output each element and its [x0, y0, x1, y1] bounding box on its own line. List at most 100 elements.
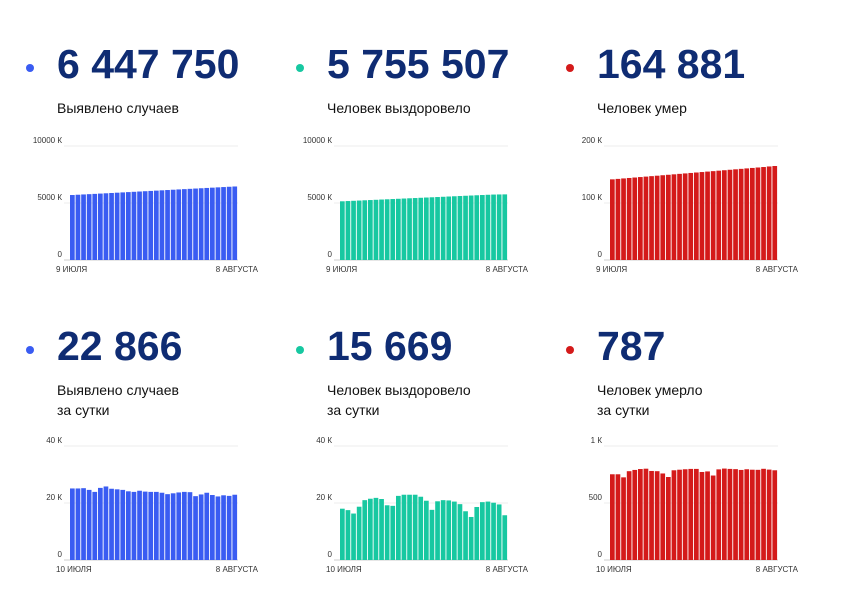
bar	[373, 199, 379, 260]
x-start-label: 10 ИЮЛЯ	[596, 565, 632, 574]
stat-panel-total-deaths: 164 881 Человек умер 0 100 К 200 К 9 ИЮЛЯ 8 АВ…	[540, 40, 810, 330]
stat-label-line: за сутки	[57, 402, 110, 418]
y-tick-label: 40 К	[316, 436, 332, 445]
bar	[761, 468, 766, 560]
bar	[502, 515, 508, 560]
bar	[468, 516, 474, 560]
bar	[654, 471, 660, 560]
bar	[716, 170, 722, 260]
bar	[187, 492, 193, 560]
bar	[772, 470, 778, 560]
bar	[716, 469, 722, 560]
bar	[643, 176, 649, 260]
bar	[440, 196, 446, 260]
bar	[491, 194, 496, 260]
bar	[446, 196, 452, 260]
stat-label-line: Человек выздоровело	[327, 100, 471, 116]
bar	[137, 490, 142, 560]
bar-chart: 0 5000 К 10000 К 9 ИЮЛЯ 8 АВГУСТА	[303, 136, 529, 274]
stat-label: Человек выздоровело	[327, 98, 471, 118]
bar	[755, 167, 761, 260]
bar	[480, 502, 485, 560]
bar	[390, 505, 396, 560]
bar	[463, 511, 468, 560]
bar-chart: 0 500 1 К 10 ИЮЛЯ 8 АВГУСТА	[589, 436, 799, 574]
bar	[131, 491, 137, 560]
bar	[671, 174, 677, 260]
bar	[626, 471, 632, 560]
bar	[722, 468, 727, 560]
y-tick-label: 10000 К	[33, 136, 62, 145]
bar	[424, 197, 429, 260]
bar	[182, 491, 187, 560]
bar	[699, 471, 705, 560]
stat-panel-total-cases: 6 447 750 Выявлено случаев 0 5000 К 10000 К 9…	[0, 40, 270, 330]
bar	[688, 172, 694, 260]
bar	[705, 471, 710, 560]
x-end-label: 8 АВГУСТА	[756, 265, 799, 274]
bar	[351, 200, 356, 260]
bar	[75, 194, 81, 260]
bar	[424, 500, 429, 560]
bar	[638, 177, 643, 260]
bar	[615, 178, 621, 260]
bar	[496, 194, 502, 260]
stat-label-line: Человек умерло	[597, 382, 703, 398]
y-tick-label: 1 К	[591, 436, 603, 445]
bar	[491, 502, 496, 560]
bar	[766, 469, 772, 560]
bar	[154, 190, 159, 260]
bar	[412, 494, 418, 560]
y-tick-label: 0	[58, 250, 63, 259]
bar	[401, 198, 407, 260]
y-tick-label: 0	[328, 550, 333, 559]
y-tick-label: 0	[598, 550, 603, 559]
bar	[373, 497, 379, 560]
y-tick-label: 100 К	[582, 193, 603, 202]
bar	[660, 175, 666, 260]
bar	[159, 190, 165, 260]
bar	[226, 495, 232, 561]
y-tick-label: 5000 К	[37, 193, 62, 202]
bar	[120, 489, 126, 560]
bar	[103, 193, 109, 260]
bar	[457, 196, 463, 260]
stat-label-line: Выявлено случаев	[57, 382, 179, 398]
bar	[682, 469, 688, 560]
bar	[485, 194, 491, 260]
bar	[733, 169, 738, 260]
bar	[92, 193, 98, 260]
bar	[176, 492, 182, 560]
bar	[170, 493, 176, 560]
bar	[446, 500, 452, 560]
bar	[368, 200, 373, 260]
bar	[626, 177, 632, 260]
bar	[182, 189, 187, 260]
bar	[755, 469, 761, 560]
bar	[705, 171, 710, 260]
bar	[452, 196, 457, 260]
stat-value: 164 881	[597, 41, 746, 87]
bar	[221, 495, 226, 560]
stat-label-line: за сутки	[327, 402, 380, 418]
x-start-label: 9 ИЮЛЯ	[596, 265, 627, 274]
bullet-dot-icon	[296, 346, 304, 354]
bar	[502, 194, 508, 260]
bar	[435, 197, 440, 260]
bar	[412, 198, 418, 260]
bar	[75, 488, 81, 560]
bar	[98, 487, 103, 560]
bar	[671, 470, 677, 560]
bar-chart: 0 20 К 40 К 10 ИЮЛЯ 8 АВГУСТА	[46, 436, 258, 574]
bar	[638, 469, 643, 560]
bar	[81, 194, 86, 260]
bar	[86, 194, 92, 260]
bar	[396, 198, 401, 260]
stat-value: 5 755 507	[327, 41, 510, 87]
bar	[485, 501, 491, 560]
bar	[643, 468, 649, 560]
bar	[750, 167, 755, 260]
bullet-dot-icon	[26, 64, 34, 72]
bar	[148, 190, 154, 260]
bar	[699, 172, 705, 260]
